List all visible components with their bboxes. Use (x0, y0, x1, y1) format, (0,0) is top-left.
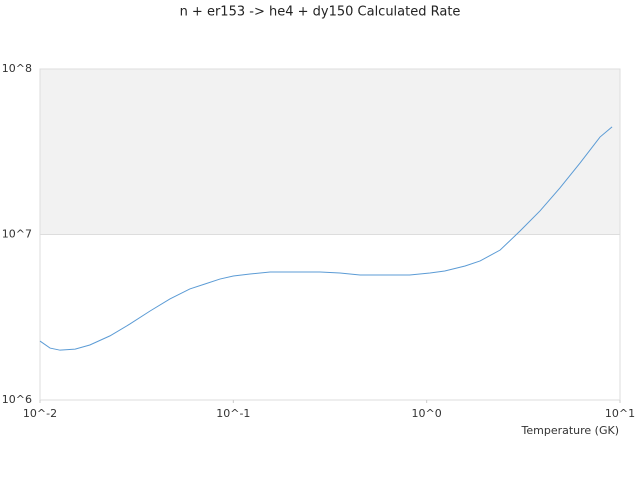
y-tick-label: 10^7 (2, 228, 32, 241)
x-tick-label: 10^-2 (23, 407, 57, 420)
x-tick-label: 10^0 (412, 407, 442, 420)
x-tick-label: 10^-1 (216, 407, 250, 420)
x-axis-label: Temperature (GK) (521, 424, 620, 437)
x-tick-label: 10^1 (605, 407, 635, 420)
chart-title: n + er153 -> he4 + dy150 Calculated Rate (180, 5, 461, 20)
y-tick-label: 10^6 (2, 393, 32, 406)
y-tick-label: 10^8 (2, 62, 32, 75)
data-line (39, 126, 613, 351)
grid-band (40, 69, 620, 235)
